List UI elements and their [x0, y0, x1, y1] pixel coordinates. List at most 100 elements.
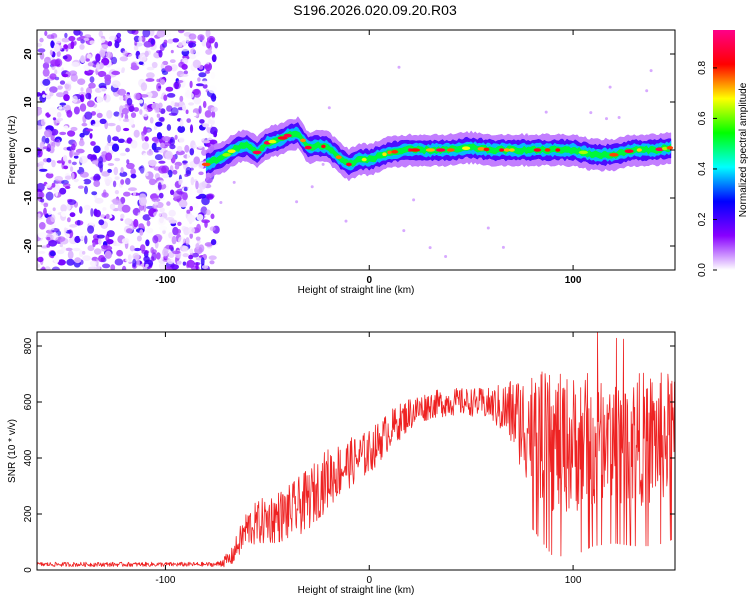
noise-blob [186, 259, 196, 268]
noise-blob [91, 191, 98, 196]
noise-blob [123, 191, 131, 197]
noise-blob [62, 55, 68, 60]
noise-blob [188, 42, 197, 48]
noise-blob [53, 255, 60, 264]
noise-blob [117, 88, 127, 96]
noise-blob [111, 70, 121, 76]
noise-blob [397, 65, 401, 69]
ridge-hotspot [304, 145, 312, 150]
noise-blob [93, 248, 102, 255]
noise-blob [44, 30, 48, 36]
snr-panel: -100 0 100 0 200 400 600 800 Height of straight… [7, 331, 676, 596]
noise-blob [37, 147, 42, 156]
noise-blob [649, 69, 653, 73]
noise-blob [158, 262, 167, 270]
noise-blob [153, 201, 159, 206]
noise-blob [120, 196, 126, 204]
noise-blob [125, 147, 130, 153]
noise-blob [97, 38, 106, 44]
noise-blob [52, 232, 59, 241]
noise-blob [96, 234, 105, 239]
noise-blob [89, 133, 93, 139]
noise-blob [402, 229, 406, 233]
noise-blob [133, 247, 142, 252]
noise-blob [37, 92, 41, 97]
noise-blob [142, 214, 151, 221]
noise-blob [109, 203, 116, 210]
ridge-hotspot [483, 147, 490, 152]
noise-blob [112, 136, 119, 142]
noise-blob [162, 248, 169, 257]
noise-blob [84, 185, 88, 195]
noise-blob [139, 229, 144, 236]
noise-blob [116, 32, 122, 39]
noise-blob [166, 124, 172, 131]
noise-blob [189, 205, 193, 212]
noise-blob [38, 192, 45, 199]
noise-blob [155, 252, 161, 260]
noise-blob [37, 48, 46, 53]
noise-blob [169, 144, 176, 150]
noise-blob [139, 165, 145, 174]
noise-blob [140, 244, 146, 252]
noise-blob [193, 144, 198, 149]
noise-blob [146, 220, 151, 227]
noise-blob [70, 41, 75, 49]
noise-blob [101, 171, 110, 177]
noise-blob [99, 49, 106, 58]
noise-blob [73, 152, 80, 156]
noise-blob [147, 159, 157, 167]
noise-blob [37, 42, 43, 47]
noise-blob [161, 70, 169, 76]
noise-blob [124, 218, 132, 225]
noise-blob [121, 265, 127, 270]
noise-blob [195, 180, 199, 190]
noise-blob [176, 80, 184, 83]
noise-blob [151, 136, 159, 142]
noise-blob [181, 182, 188, 187]
noise-blob [156, 30, 166, 38]
noise-blob [195, 243, 200, 250]
noise-blob [98, 255, 106, 263]
noise-blob [182, 104, 187, 112]
ridge-hotspot [277, 136, 288, 140]
noise-blob [189, 124, 194, 134]
noise-blob [121, 204, 131, 213]
noise-blob [133, 219, 139, 228]
noise-blob [181, 245, 189, 252]
noise-blob [128, 118, 135, 126]
noise-blob [60, 211, 67, 217]
noise-blob [150, 38, 155, 45]
ridge-hotspot [509, 148, 515, 152]
noise-blob [178, 30, 185, 34]
noise-blob [132, 252, 140, 261]
noise-blob [159, 207, 165, 213]
noise-blob [98, 156, 104, 164]
y-tick-label: -20 [23, 238, 34, 253]
noise-blob [107, 134, 112, 144]
noise-blob [60, 204, 67, 213]
noise-blob [85, 58, 91, 62]
noise-blob [46, 148, 51, 152]
noise-blob [130, 173, 137, 179]
noise-blob [412, 198, 416, 202]
noise-blob [56, 85, 63, 90]
noise-blob [41, 266, 46, 270]
noise-blob [206, 194, 214, 200]
noise-blob [83, 66, 90, 71]
noise-blob [198, 182, 206, 190]
noise-blob [55, 188, 59, 197]
noise-blob [202, 100, 207, 109]
noise-blob [112, 200, 122, 205]
noise-blob [107, 122, 116, 127]
noise-blob [138, 99, 144, 104]
noise-blob [40, 198, 45, 203]
noise-blob [170, 189, 175, 196]
noise-blob [125, 177, 131, 185]
noise-blob [42, 78, 51, 86]
noise-blob [86, 40, 90, 45]
noise-blob [73, 155, 79, 159]
noise-blob [119, 56, 128, 62]
x-tick-label: 0 [366, 575, 372, 586]
